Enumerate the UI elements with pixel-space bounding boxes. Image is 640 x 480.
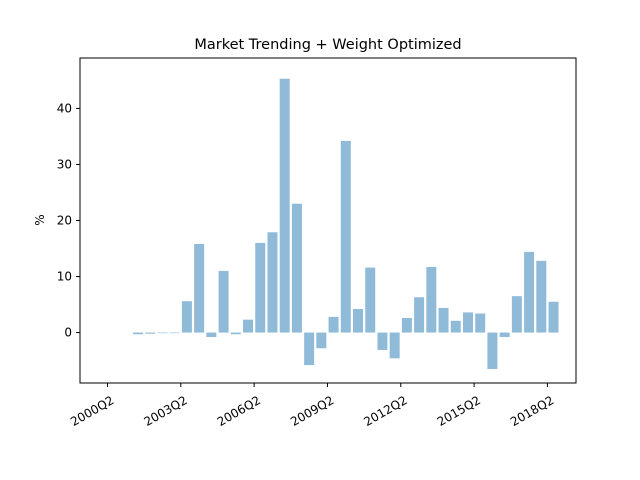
- bar: [365, 267, 376, 333]
- bar: [243, 319, 254, 333]
- y-axis-label: %: [33, 214, 47, 225]
- bar: [291, 203, 302, 333]
- bar: [304, 332, 315, 366]
- x-tick-label: 2009Q2: [288, 393, 336, 429]
- bar: [328, 316, 339, 333]
- bar: [145, 332, 156, 334]
- x-tick-label: 2000Q2: [68, 393, 116, 429]
- bar: [524, 251, 535, 333]
- y-tick-label: 10: [57, 270, 72, 284]
- bar: [133, 332, 144, 335]
- bar: [462, 312, 473, 333]
- bar: [267, 232, 278, 333]
- y-tick-label: 20: [57, 214, 72, 228]
- bar: [230, 332, 241, 335]
- x-tick-label: 2006Q2: [215, 393, 263, 429]
- bar: [536, 260, 547, 333]
- bar: [401, 318, 412, 333]
- bar: [438, 307, 449, 333]
- bar: [316, 332, 327, 349]
- bar: [206, 332, 217, 338]
- y-tick-label: 0: [64, 326, 72, 340]
- bar: [511, 296, 522, 333]
- bar: [475, 313, 486, 333]
- bar: [169, 332, 180, 334]
- bar: [353, 309, 364, 333]
- x-ticks: 2000Q2 2003Q2 2006Q2 2009Q2 2012Q2 2015Q2 2018…: [68, 383, 556, 429]
- bar: [181, 301, 192, 333]
- bar: [499, 332, 510, 338]
- y-tick-label: 30: [57, 157, 72, 171]
- bar: [426, 267, 437, 333]
- x-tick-label: 2012Q2: [361, 393, 409, 429]
- x-tick-label: 2003Q2: [141, 393, 189, 429]
- bar: [377, 332, 388, 350]
- chart-title: Market Trending + Weight Optimized: [194, 37, 461, 53]
- bar: [414, 297, 425, 333]
- bar: [279, 78, 290, 333]
- bar: [255, 242, 266, 333]
- bar: [340, 140, 351, 333]
- bars-layer: [133, 78, 559, 369]
- bar: [548, 301, 559, 333]
- y-ticks: 0 10 20 30 40: [57, 101, 80, 340]
- bar: [157, 332, 168, 334]
- bar: [487, 332, 498, 369]
- x-tick-label: 2015Q2: [435, 393, 483, 429]
- y-tick-label: 40: [57, 101, 72, 115]
- bar: [450, 320, 461, 333]
- x-tick-label: 2018Q2: [508, 393, 556, 429]
- bar: [194, 244, 205, 333]
- bar: [389, 332, 400, 359]
- bar: [218, 270, 229, 333]
